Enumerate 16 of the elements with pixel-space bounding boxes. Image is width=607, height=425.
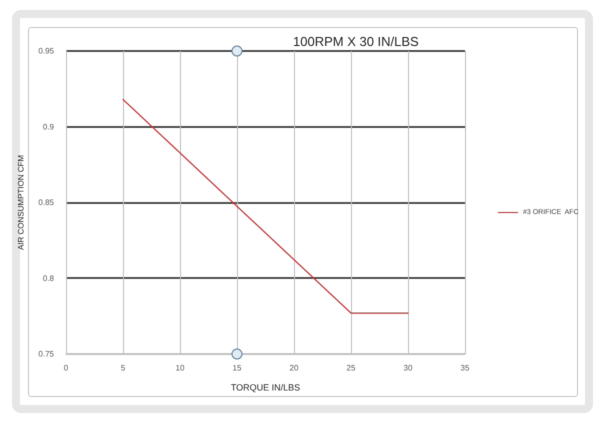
y-tick-label: 0.95 bbox=[38, 46, 55, 56]
x-tick-label: 0 bbox=[64, 364, 69, 372]
chart-title: 100RPM X 30 IN/LBS bbox=[293, 34, 420, 49]
y-tick-label: 0.85 bbox=[38, 198, 55, 207]
x-tick-label: 30 bbox=[404, 364, 413, 372]
x-tick-label: 5 bbox=[120, 364, 126, 372]
x-tick-label: 35 bbox=[460, 364, 470, 372]
y-tick-label: 0.8 bbox=[42, 274, 55, 283]
y-tick-label: 0.9 bbox=[42, 122, 55, 132]
y-tick-label: 0.75 bbox=[38, 350, 55, 358]
x-tick-label: 20 bbox=[290, 364, 299, 372]
x-tick-label: 15 bbox=[232, 364, 242, 372]
x-tick-label: 10 bbox=[176, 364, 185, 372]
x-axis-title: TORQUE IN/LBS bbox=[230, 382, 300, 392]
x-tick-label: 25 bbox=[346, 364, 356, 372]
y-axis-title: AIR CONSUMPTION CFM bbox=[16, 154, 26, 250]
